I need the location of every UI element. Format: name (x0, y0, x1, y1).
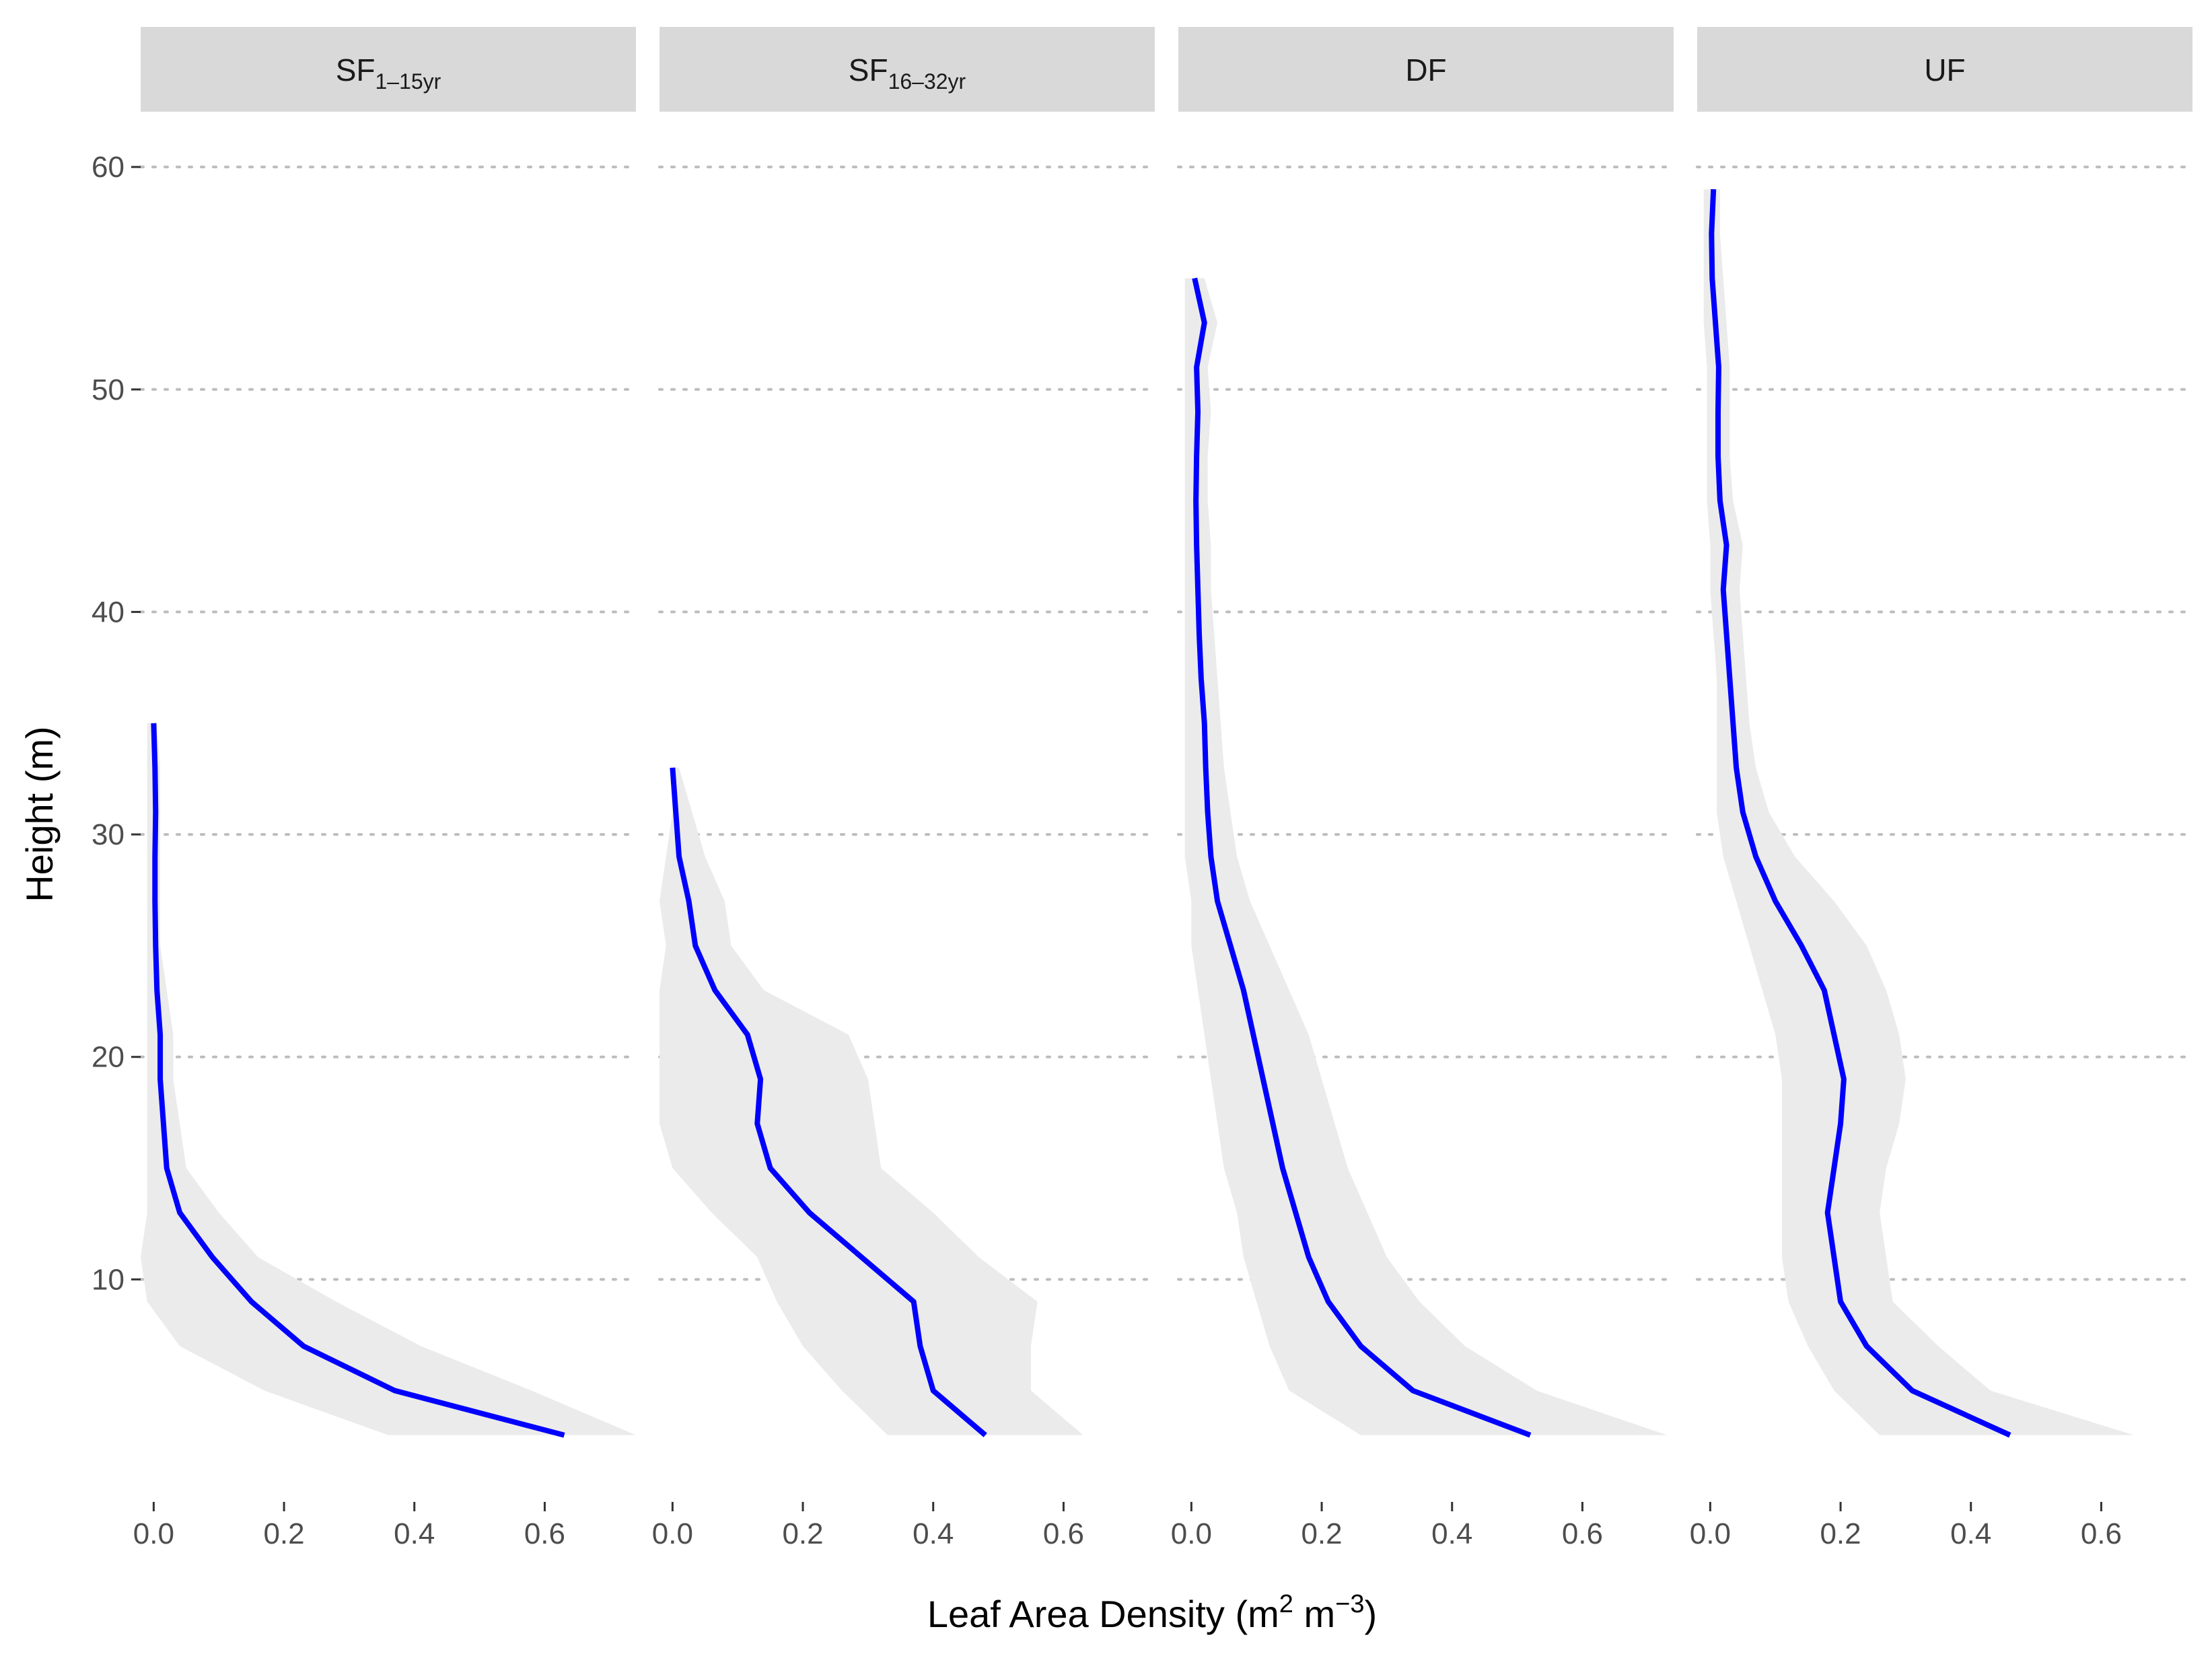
facet-panels: SF1–15yr 0.0 0.2 0.4 0.6 SF16–32yr 0.0 0.2 0.4 0.… (133, 27, 2194, 1550)
facet-strip-label: UF (1924, 52, 1965, 87)
x-tick-label: 0.4 (1950, 1517, 1991, 1550)
confidence-ribbon (1184, 278, 1668, 1435)
x-tick-label: 0.0 (133, 1517, 174, 1550)
facet-strip (1697, 27, 2192, 112)
x-tick-label: 0.2 (1820, 1517, 1861, 1550)
y-tick-label: 50 (92, 373, 124, 406)
facet-strip (141, 27, 636, 112)
facet-panel: UF 0.0 0.2 0.4 0.6 (1690, 27, 2194, 1550)
x-tick-label: 0.2 (263, 1517, 304, 1550)
facet-strip (659, 27, 1155, 112)
y-tick-label: 10 (92, 1263, 124, 1296)
facet-strip-label: SF16–32yr (849, 52, 966, 94)
y-tick-label: 40 (92, 596, 124, 628)
x-tick-label: 0.6 (1562, 1517, 1603, 1550)
x-tick-label: 0.2 (1301, 1517, 1342, 1550)
facet-strip-label: DF (1405, 52, 1446, 87)
y-axis: 10 20 30 40 50 60 (92, 151, 141, 1296)
x-tick-label: 0.4 (913, 1517, 954, 1550)
x-tick-label: 0.0 (1690, 1517, 1731, 1550)
x-tick-label: 0.0 (1171, 1517, 1212, 1550)
lad-profile-line (670, 767, 987, 1437)
x-tick-label: 0.4 (1431, 1517, 1472, 1550)
x-tick-label: 0.0 (652, 1517, 693, 1550)
lad-profile-line (1709, 189, 2011, 1438)
lad-profile-line (151, 723, 565, 1438)
confidence-ribbon (1703, 189, 2134, 1435)
facet-panel: SF16–32yr 0.0 0.2 0.4 0.6 (652, 27, 1156, 1550)
x-tick-label: 0.6 (524, 1517, 565, 1550)
x-tick-label: 0.6 (1043, 1517, 1084, 1550)
facet-strip-label: SF1–15yr (336, 52, 441, 94)
x-tick-label: 0.6 (2081, 1517, 2122, 1550)
facet-strip (1178, 27, 1674, 112)
x-tick-label: 0.2 (782, 1517, 823, 1550)
y-axis-title: Height (m) (18, 726, 61, 902)
y-tick-label: 60 (92, 151, 124, 184)
facet-panel: SF1–15yr 0.0 0.2 0.4 0.6 (133, 27, 637, 1550)
lad-profile-line (1192, 277, 1532, 1438)
facet-panel: DF 0.0 0.2 0.4 0.6 (1171, 27, 1675, 1550)
y-tick-label: 20 (92, 1041, 124, 1074)
y-tick-label: 30 (92, 818, 124, 851)
confidence-ribbon (659, 767, 1083, 1435)
x-tick-label: 0.4 (394, 1517, 435, 1550)
x-axis-title: Leaf Area Density (m2 m−3) (927, 1590, 1377, 1635)
